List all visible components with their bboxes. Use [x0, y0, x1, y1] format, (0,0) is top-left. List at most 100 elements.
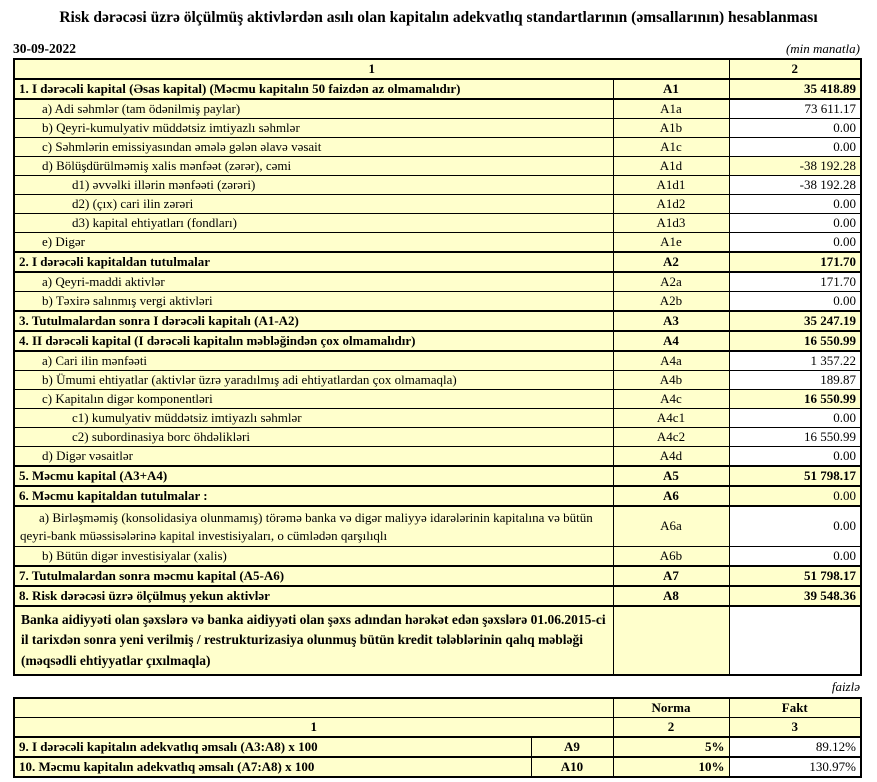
row-code: A5 — [612, 465, 730, 487]
ratio-header-col-1: 1 — [13, 716, 614, 738]
row-value: 1 357.22 — [728, 350, 862, 371]
row-value: 51 798.17 — [728, 565, 862, 588]
row-label: 3. Tutulmalardan sonra I dərəcəli kapita… — [13, 310, 614, 332]
row-value: -38 192.28 — [728, 175, 862, 195]
row-value: 0.00 — [728, 213, 862, 233]
row-label: 5. Məcmu kapital (A3+A4) — [13, 465, 614, 487]
row-label: a) Birləşməmiş (konsolidasiya olunmamış)… — [13, 505, 614, 548]
row-code: A1d1 — [612, 175, 730, 195]
row-value: 16 550.99 — [728, 427, 862, 447]
row-label: 2. I dərəcəli kapitaldan tutulmalar — [13, 251, 614, 273]
ratio-row-code: A10 — [530, 755, 614, 778]
table-row: 8. Risk dərəcəsi üzrə ölçülmuş yekun akt… — [13, 585, 862, 608]
ratio-row: 9. I dərəcəli kapitalın adekvatlıq əmsal… — [13, 735, 862, 758]
ratio-header-empty — [13, 697, 614, 718]
table-row: c) Kapitalın digər komponentləri A4c 16 55… — [13, 389, 862, 409]
row-value: 0.00 — [728, 485, 862, 507]
table-row: d3) kapital ehtiyatları (fondları) A1d3 0.… — [13, 213, 862, 233]
row-code: A6a — [612, 505, 730, 548]
table-row: c2) subordinasiya borc öhdəlikləri A4c2 16… — [13, 427, 862, 447]
table-row: 4. II dərəcəli kapital (I dərəcəli kapit… — [13, 330, 862, 352]
ratio-row-label: 10. Məcmu kapitalın adekvatlıq əmsalı (A… — [13, 755, 532, 778]
row-label: 6. Məcmu kapitaldan tutulmalar : — [13, 485, 614, 507]
row-label: c) Kapitalın digər komponentləri — [13, 389, 614, 409]
table-row: a) Adi səhmlər (tam ödənilmiş paylar) A1a… — [13, 98, 862, 119]
row-value: 0.00 — [728, 118, 862, 138]
capital-table: 1 2 1. I dərəcəli kapital (Əsas kapital)… — [13, 58, 862, 676]
row-value: -38 192.28 — [728, 156, 862, 176]
note-label: Banka aidiyyəti olan şəxslərə və banka a… — [13, 605, 614, 676]
header-col-2: 2 — [728, 58, 862, 80]
ratio-row-fakt: 130.97% — [728, 755, 862, 778]
table-row: d1) əvvəlki illərin mənfəəti (zərəri) A1d… — [13, 175, 862, 195]
header-col-1: 1 — [13, 58, 730, 80]
ratio-header-norma: Norma — [612, 697, 730, 718]
row-code: A1d3 — [612, 213, 730, 233]
row-label: c2) subordinasiya borc öhdəlikləri — [13, 427, 614, 447]
page-title: Risk dərəcəsi üzrə ölçülmüş aktivlərdən … — [59, 9, 818, 26]
table-row: 5. Məcmu kapital (A3+A4) A5 51 798.17 — [13, 465, 862, 487]
note-code-cell — [612, 605, 730, 676]
row-label: c) Səhmlərin emissiyasından əmələ gələn … — [13, 137, 614, 157]
row-code: A4c1 — [612, 408, 730, 428]
ratio-table: Norma Fakt 1 2 3 9. I dərəcəli kapitalın… — [13, 696, 862, 778]
table-row: d) Digər vəsaitlər A4d 0.00 — [13, 446, 862, 467]
report-page: Risk dərəcəsi üzrə ölçülmüş aktivlərdən … — [0, 7, 877, 782]
row-code: A6 — [612, 485, 730, 507]
report-date: 30-09-2022 — [13, 41, 76, 56]
row-code: A1 — [612, 78, 730, 100]
table-row: b) Bütün digər investisiyalar (xalis) A6b… — [13, 546, 862, 567]
row-label: c1) kumulyativ müddətsiz imtiyazlı səhml… — [13, 408, 614, 428]
row-value: 35 418.89 — [728, 78, 862, 100]
row-code: A2 — [612, 251, 730, 273]
row-label: d) Bölüşdürülməmiş xalis mənfəət (zərər)… — [13, 156, 614, 176]
row-label: 8. Risk dərəcəsi üzrə ölçülmuş yekun akt… — [13, 585, 614, 608]
row-value: 51 798.17 — [728, 465, 862, 487]
row-code: A1c — [612, 137, 730, 157]
row-label: d) Digər vəsaitlər — [13, 446, 614, 467]
table-row: c1) kumulyativ müddətsiz imtiyazlı səhml… — [13, 408, 862, 428]
ratio-row-norma: 10% — [612, 755, 730, 778]
row-code: A1e — [612, 232, 730, 253]
ratio-row: 10. Məcmu kapitalın adekvatlıq əmsalı (A… — [13, 755, 862, 778]
row-code: A4a — [612, 350, 730, 371]
table-row: b) Təxirə salınmış vergi aktivləri A2b 0.0… — [13, 291, 862, 312]
table-row: d) Bölüşdürülməmiş xalis mənfəət (zərər)… — [13, 156, 862, 176]
row-label: 4. II dərəcəli kapital (I dərəcəli kapit… — [13, 330, 614, 352]
ratio-header-row-1: Norma Fakt — [13, 697, 862, 718]
row-label: d1) əvvəlki illərin mənfəəti (zərəri) — [13, 175, 614, 195]
ratio-row-fakt: 89.12% — [728, 735, 862, 758]
row-value: 189.87 — [728, 370, 862, 390]
row-label: b) Təxirə salınmış vergi aktivləri — [13, 291, 614, 312]
row-code: A4d — [612, 446, 730, 467]
row-code: A4c2 — [612, 427, 730, 447]
row-code: A7 — [612, 565, 730, 588]
ratio-header-col-3: 3 — [728, 716, 862, 738]
row-code: A8 — [612, 585, 730, 608]
row-label: e) Digər — [13, 232, 614, 253]
row-value: 171.70 — [728, 251, 862, 273]
row-code: A1a — [612, 98, 730, 119]
row-code: A1d2 — [612, 194, 730, 214]
percent-note: faizlə — [831, 678, 860, 694]
unit-note: (min manatla) — [785, 41, 860, 56]
table-row: a) Birləşməmiş (konsolidasiya olunmamış)… — [13, 505, 862, 548]
row-value: 0.00 — [728, 194, 862, 214]
table-row: 1. I dərəcəli kapital (Əsas kapital) (Mə… — [13, 78, 862, 100]
row-value: 0.00 — [728, 546, 862, 567]
table-row: a) Qeyri-maddi aktivlər A2a 171.70 — [13, 271, 862, 292]
row-code: A2b — [612, 291, 730, 312]
table-row: 3. Tutulmalardan sonra I dərəcəli kapita… — [13, 310, 862, 332]
ratio-row-code: A9 — [530, 735, 614, 758]
row-code: A1b — [612, 118, 730, 138]
row-label: b) Ümumi ehtiyatlar (aktivlər üzrə yarad… — [13, 370, 614, 390]
table-row: 7. Tutulmalardan sonra məcmu kapital (A5… — [13, 565, 862, 588]
row-label: b) Bütün digər investisiyalar (xalis) — [13, 546, 614, 567]
table-row: b) Ümumi ehtiyatlar (aktivlər üzrə yarad… — [13, 370, 862, 390]
row-code: A3 — [612, 310, 730, 332]
meta-row: 30-09-2022 (min manatla) — [13, 41, 860, 57]
row-value: 16 550.99 — [728, 389, 862, 409]
row-value: 35 247.19 — [728, 310, 862, 332]
row-label: d3) kapital ehtiyatları (fondları) — [13, 213, 614, 233]
note-value-cell — [728, 605, 862, 676]
